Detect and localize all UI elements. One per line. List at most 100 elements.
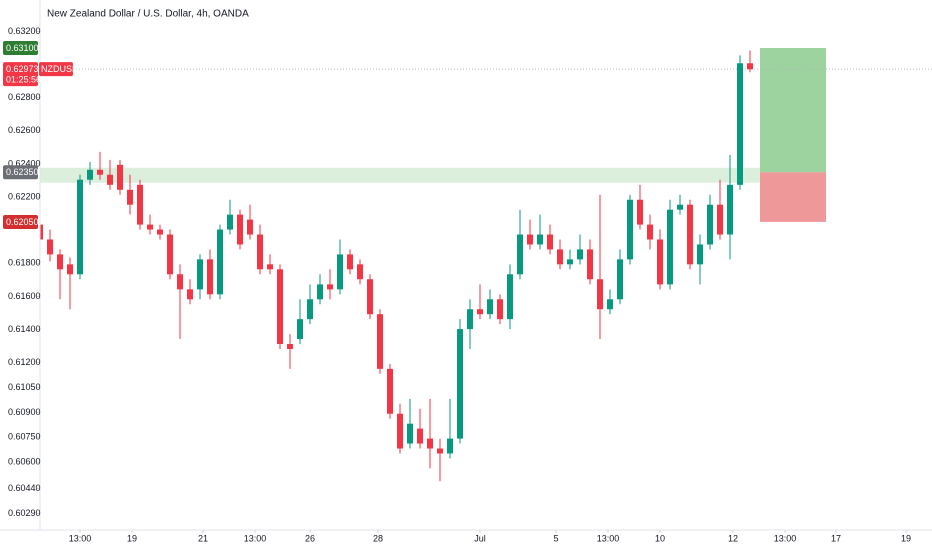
candle-body	[167, 234, 173, 275]
current-price-label: 0.62973	[6, 64, 39, 74]
x-tick-label: 19	[901, 533, 911, 543]
y-tick-label: 0.60440	[8, 483, 41, 493]
candle-body	[257, 234, 263, 270]
candle-body	[657, 239, 663, 285]
y-tick-label: 0.60600	[8, 456, 41, 466]
candle-body	[197, 259, 203, 290]
zone	[40, 167, 760, 183]
entry-box	[3, 165, 38, 180]
plot-area	[40, 48, 932, 482]
candle-body	[127, 189, 133, 205]
candle-body	[107, 174, 113, 185]
candle-body	[547, 234, 553, 250]
candle-body	[487, 299, 493, 315]
candle-body	[537, 234, 543, 245]
candle-body	[207, 259, 213, 295]
stop-loss-box	[3, 214, 38, 229]
candle-body	[97, 169, 103, 175]
y-tick-label: 0.61050	[8, 382, 41, 392]
profit-area	[760, 48, 826, 173]
y-tick-label: 0.61400	[8, 324, 41, 334]
candle-body	[557, 249, 563, 265]
candle-body	[667, 209, 673, 285]
candle-body	[187, 289, 193, 300]
candle-body	[567, 259, 573, 265]
candle-body	[377, 314, 383, 369]
candle-body	[267, 264, 273, 270]
axes: 0.63200 0.62800 0.62600 0.62400 0.62200 0.618…	[3, 26, 911, 543]
candle-body	[437, 448, 443, 454]
candle-body	[387, 368, 393, 414]
candle-body	[647, 224, 653, 240]
x-tick-label: Jul	[474, 533, 486, 543]
candle-body	[587, 249, 593, 280]
x-tick-label: 13:00	[244, 533, 267, 543]
candle-body	[477, 309, 483, 315]
y-tick-label: 0.60290	[8, 508, 41, 518]
x-tick-label: 5	[553, 533, 558, 543]
candle-body	[147, 224, 153, 230]
candle-body	[367, 279, 373, 315]
candle-body	[427, 438, 433, 449]
candle-body	[117, 164, 123, 190]
x-tick-label: 12	[728, 533, 738, 543]
countdown: 01:25:56	[6, 74, 41, 84]
candle-body	[737, 63, 743, 185]
candle-body	[597, 279, 603, 310]
y-tick-label: 0.62800	[8, 92, 41, 102]
candle-body	[40, 224, 43, 240]
candle-body	[577, 249, 583, 260]
candle-body	[527, 234, 533, 245]
y-tick-label: 0.62200	[8, 191, 41, 201]
candle-body	[357, 264, 363, 280]
candle-body	[57, 254, 63, 270]
candle-body	[727, 184, 733, 235]
candle-body	[707, 204, 713, 245]
candle-body	[337, 254, 343, 290]
x-tick-label: 13:00	[774, 533, 797, 543]
candle-body	[407, 423, 413, 444]
x-tick-label: 13:00	[597, 533, 620, 543]
x-tick-label: 21	[198, 533, 208, 543]
candle-body	[137, 184, 143, 225]
candle-body	[287, 344, 293, 349]
candle-body	[397, 413, 403, 449]
y-tick-label: 0.61600	[8, 291, 41, 301]
symbol-tag	[39, 62, 73, 77]
candle-body	[697, 244, 703, 265]
candle-body	[747, 63, 753, 70]
y-tick-label: 0.61200	[8, 357, 41, 367]
candle-body	[457, 329, 463, 439]
candle-body	[277, 269, 283, 345]
candle-body	[67, 264, 73, 275]
candle-body	[327, 284, 333, 290]
candle-body	[417, 428, 423, 444]
candle-body	[237, 214, 243, 245]
candle-body	[227, 214, 233, 230]
symbol-label: NZDUSD	[41, 64, 79, 74]
candle-body	[617, 259, 623, 300]
x-tick-label: 19	[127, 533, 137, 543]
candle-body	[177, 274, 183, 290]
candle-body	[497, 299, 503, 320]
candle-body	[297, 319, 303, 340]
chart-title: New Zealand Dollar / U.S. Dollar, 4h, OA…	[47, 9, 249, 20]
take-profit-box	[3, 41, 38, 56]
x-tick-label: 28	[373, 533, 383, 543]
candle-body	[317, 284, 323, 300]
y-tick-label: 0.61800	[8, 258, 41, 268]
candle-body	[467, 309, 473, 330]
entry-label: 0.62350	[6, 167, 39, 177]
x-tick-label: 13:00	[69, 533, 92, 543]
candle-body	[217, 229, 223, 295]
candle-body	[627, 199, 633, 260]
candle-body	[507, 274, 513, 320]
candle-body	[157, 229, 163, 235]
take-profit-label: 0.63100	[6, 43, 39, 53]
y-tick-label: 0.62400	[8, 158, 41, 168]
loss-area	[760, 172, 826, 222]
candle-body	[447, 438, 453, 454]
candle-body	[517, 234, 523, 275]
